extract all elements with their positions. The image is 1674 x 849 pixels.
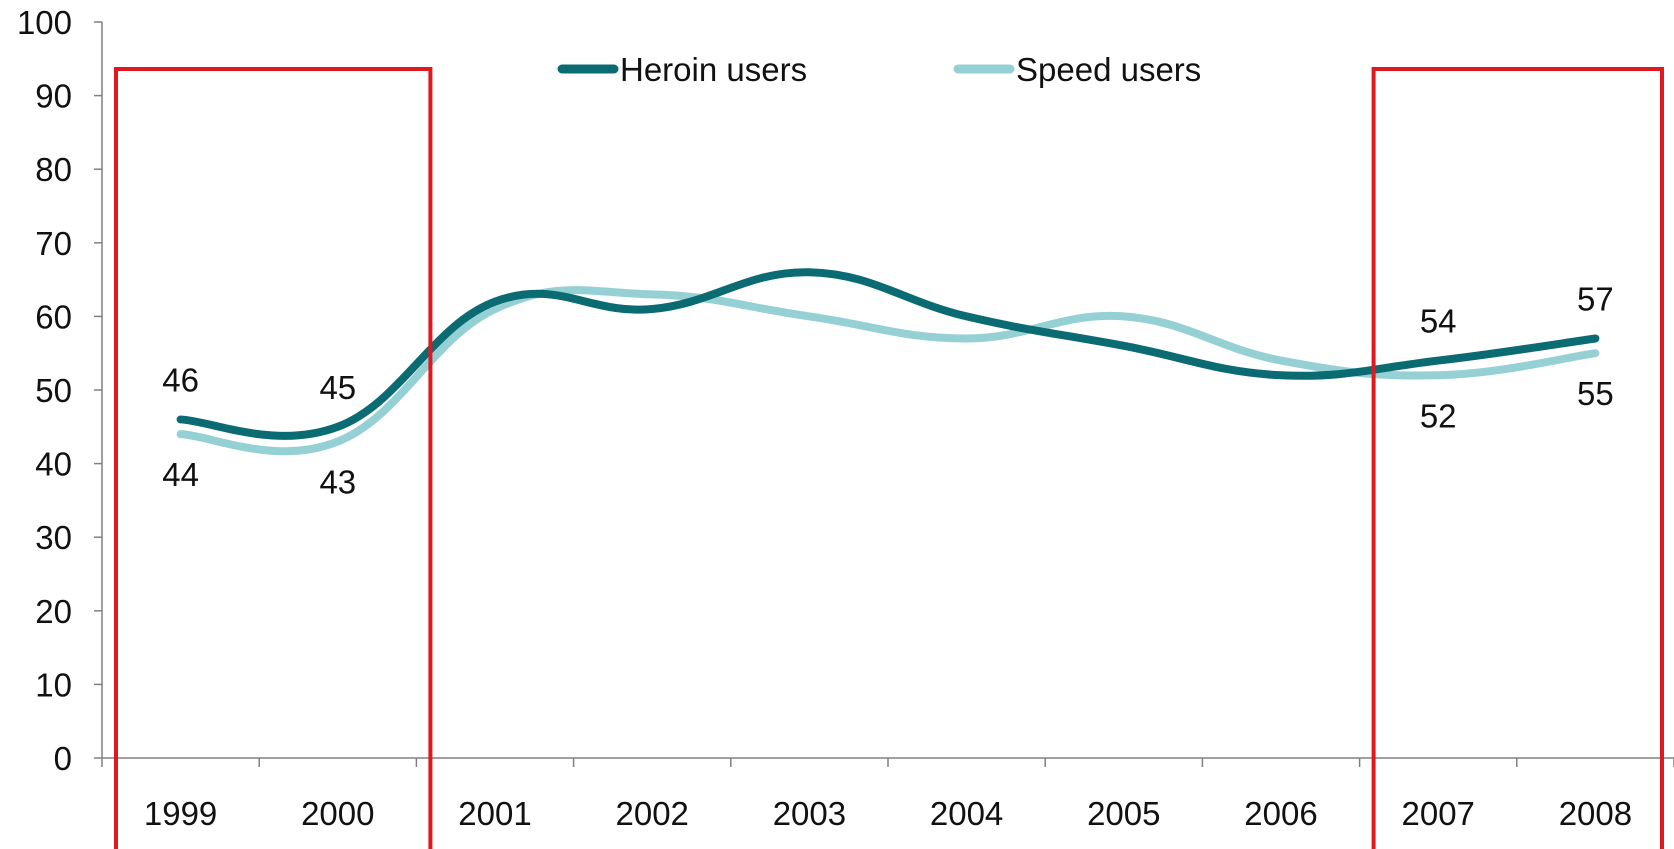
y-tick-label: 80 [35, 151, 72, 188]
y-tick-label: 60 [35, 298, 72, 335]
y-tick-label: 90 [35, 78, 72, 115]
axes: 0 10 20 30 40 50 60 70 80 90 100 1999 2000 2001 2002 20… [17, 4, 1674, 832]
data-label: 57 [1577, 280, 1614, 317]
data-label: 55 [1577, 375, 1614, 412]
y-tick-label: 10 [35, 666, 72, 703]
data-label: 46 [162, 361, 199, 398]
y-tick-label: 30 [35, 519, 72, 556]
legend: Heroin users Speed users [557, 51, 1201, 88]
highlight-box [114, 67, 433, 849]
x-tick-label: 2008 [1559, 795, 1632, 832]
data-labels: 46 44 45 43 54 52 57 55 [162, 280, 1614, 500]
y-tick-label: 70 [35, 225, 72, 262]
highlight-box [1371, 67, 1664, 849]
x-tick-label: 2000 [301, 795, 374, 832]
y-tick-label: 0 [54, 740, 72, 777]
legend-label: Heroin users [620, 51, 807, 88]
y-tick-label: 40 [35, 446, 72, 483]
y-tick-label: 50 [35, 372, 72, 409]
series-line-heroin-users [176, 268, 1600, 440]
legend-label: Speed users [1016, 51, 1201, 88]
data-label: 45 [319, 369, 356, 406]
x-tick-label: 2002 [615, 795, 688, 832]
x-tick-label: 1999 [144, 795, 217, 832]
x-tick-label: 2007 [1401, 795, 1474, 832]
x-tick-label: 2004 [930, 795, 1003, 832]
x-tick-label: 2003 [773, 795, 846, 832]
data-label: 43 [319, 464, 356, 501]
y-tick-label: 20 [35, 593, 72, 630]
y-tick-label: 100 [17, 4, 72, 41]
series-lines [176, 268, 1600, 456]
x-tick-label: 2006 [1244, 795, 1317, 832]
highlight-boxes [114, 67, 1664, 849]
data-label: 52 [1420, 397, 1457, 434]
data-label: 44 [162, 456, 199, 493]
x-tick-label: 2001 [458, 795, 531, 832]
data-label: 54 [1420, 303, 1457, 340]
x-tick-label: 2005 [1087, 795, 1160, 832]
